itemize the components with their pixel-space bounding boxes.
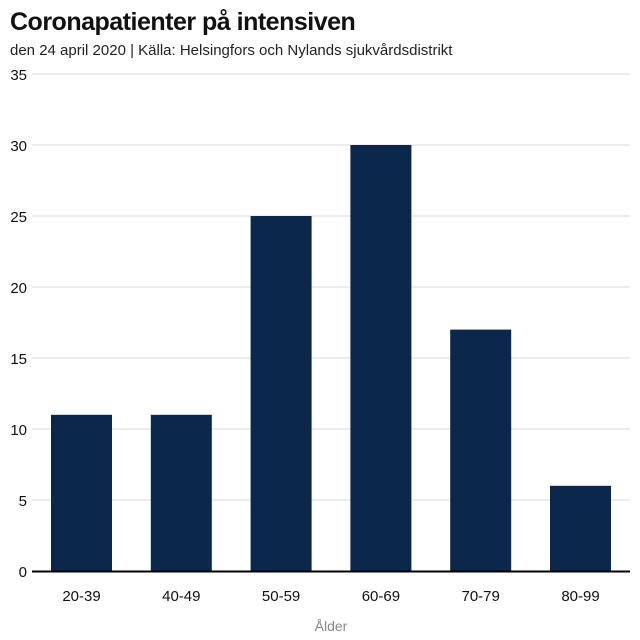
y-tick-label: 10 (10, 422, 27, 439)
x-axis-title: Ålder (315, 618, 348, 634)
bar-20-39 (51, 414, 112, 571)
bar-50-59 (250, 216, 312, 571)
y-axis-ticks: 0 5 10 15 20 25 30 35 (10, 67, 27, 581)
y-tick-label: 20 (10, 280, 27, 297)
x-tick-label: 20-39 (62, 588, 100, 605)
y-tick-label: 15 (10, 351, 27, 368)
y-tick-label: 0 (19, 564, 27, 581)
x-axis-ticks: 20-39 40-49 50-59 60-69 70-79 80-99 (62, 588, 599, 605)
x-tick-label: 40-49 (162, 588, 200, 605)
y-tick-label: 35 (10, 67, 27, 84)
x-tick-label: 80-99 (561, 588, 599, 605)
y-tick-label: 25 (10, 209, 27, 226)
bar-70-79 (450, 329, 512, 571)
chart-subtitle: den 24 april 2020 | Källa: Helsingfors o… (10, 42, 453, 59)
x-tick-label: 70-79 (462, 588, 500, 605)
bar-60-69 (350, 145, 412, 571)
y-tick-label: 30 (10, 138, 27, 155)
bar-40-49 (150, 414, 212, 571)
x-tick-label: 60-69 (362, 588, 400, 605)
y-tick-label: 5 (19, 493, 27, 510)
gridlines (32, 73, 630, 501)
chart-title: Coronapatienter på intensiven (10, 8, 356, 36)
bar-80-99 (550, 485, 611, 571)
bars (51, 145, 611, 571)
x-tick-label: 50-59 (262, 588, 300, 605)
